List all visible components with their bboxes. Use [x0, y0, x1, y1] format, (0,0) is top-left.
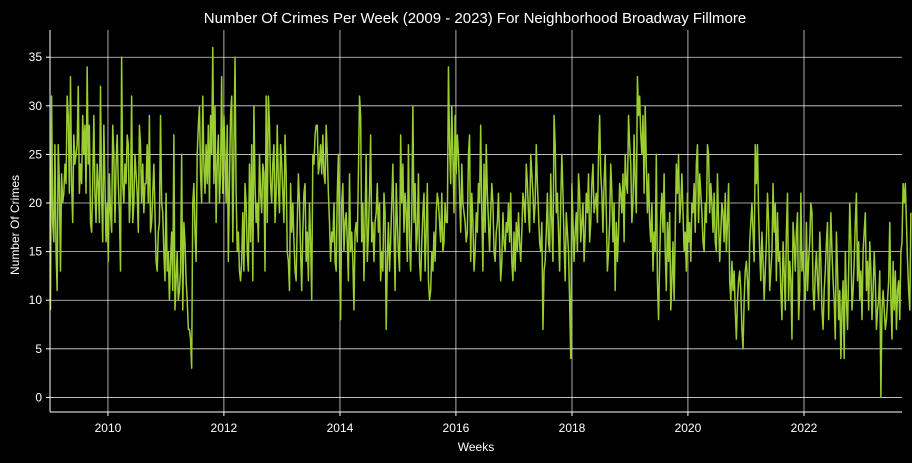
y-axis-label: Number Of Crimes	[8, 175, 22, 275]
x-tick-label: 2016	[443, 421, 470, 435]
x-tick-label: 2014	[327, 421, 354, 435]
chart-title: Number Of Crimes Per Week (2009 - 2023) …	[204, 10, 746, 27]
x-tick-label: 2022	[791, 421, 818, 435]
x-axis-label: Weeks	[458, 440, 494, 454]
x-tick-label: 2018	[559, 421, 586, 435]
series-group	[49, 46, 912, 399]
y-tick-label: 15	[29, 245, 43, 259]
y-tick-label: 25	[29, 147, 43, 161]
y-tick-label: 35	[29, 50, 43, 64]
y-tick-label: 0	[35, 390, 42, 404]
y-tick-label: 10	[29, 293, 43, 307]
series-line	[49, 46, 912, 399]
y-tick-label: 5	[35, 342, 42, 356]
y-tick-label: 20	[29, 196, 43, 210]
x-axis-ticks: 2010 2012 2014 2016 2018 2020 2022	[95, 412, 818, 435]
x-tick-label: 2010	[95, 421, 122, 435]
x-tick-label: 2012	[211, 421, 238, 435]
y-axis-ticks: 0 5 10 15 20 25 30 35	[29, 50, 50, 404]
y-tick-label: 30	[29, 99, 43, 113]
x-tick-label: 2020	[675, 421, 702, 435]
